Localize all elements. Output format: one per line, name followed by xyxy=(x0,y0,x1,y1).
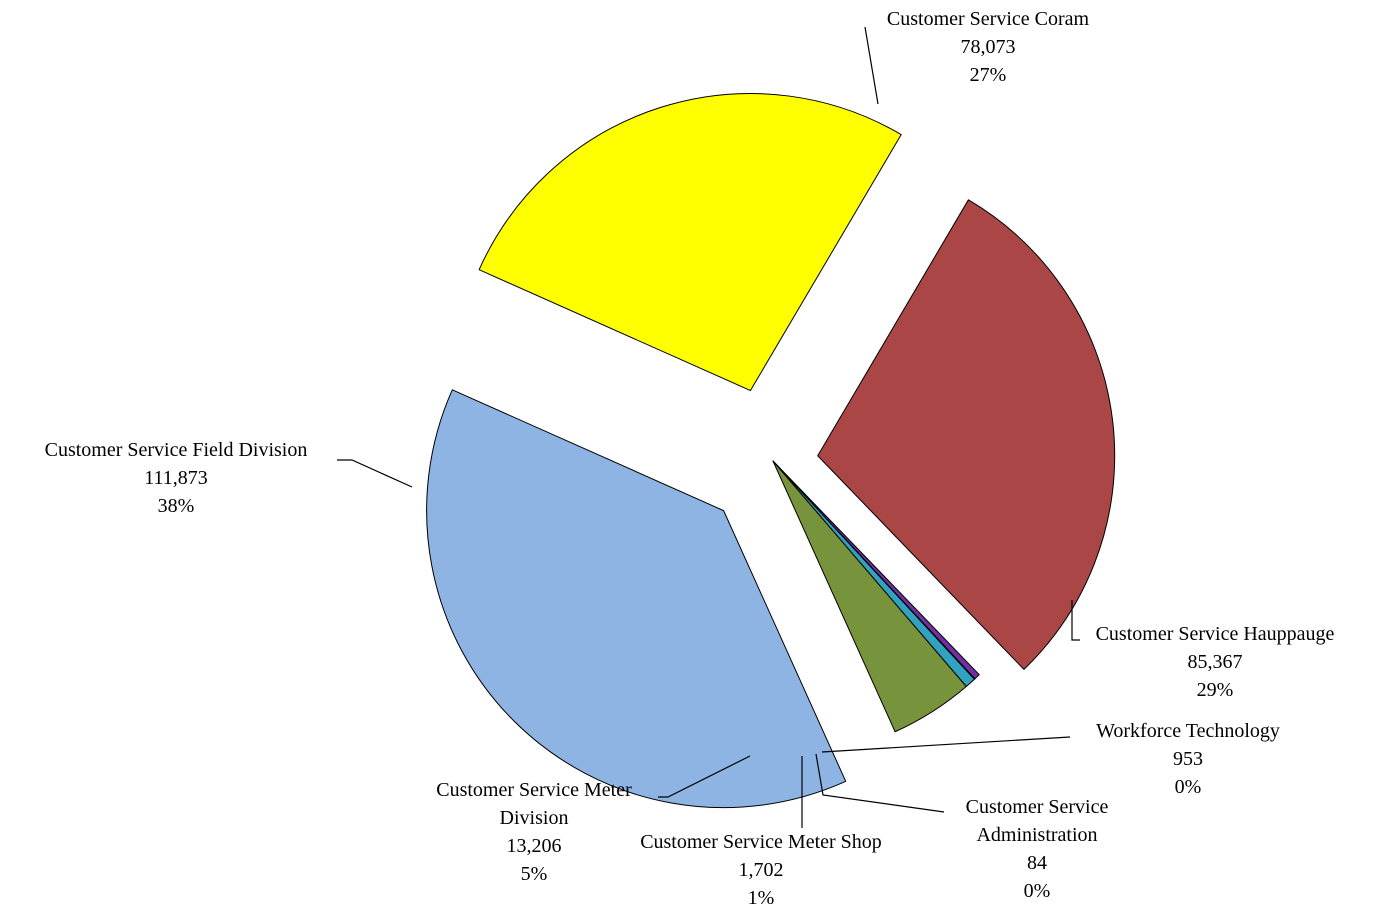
label-value-workforce-technology: 953 xyxy=(1173,748,1203,770)
label-name-customer-service-administration: Customer Service xyxy=(966,796,1109,818)
leader-line-hauppauge xyxy=(1071,600,1080,641)
pie-slices xyxy=(426,93,1116,809)
label-value-customer-service-coram: 78,073 xyxy=(961,36,1016,58)
label-value-customer-service-hauppauge: 85,367 xyxy=(1188,651,1243,673)
data-label-customer-service-field-division: Customer Service Field Division 111,873 38… xyxy=(45,439,308,517)
label-name-customer-service-coram: Customer Service Coram xyxy=(887,8,1090,30)
label-percent-customer-service-meter-division: 5% xyxy=(521,863,548,885)
label-value-customer-service-meter-division: 13,206 xyxy=(507,835,562,857)
leader-line-meter-division xyxy=(658,755,751,798)
label-percent-customer-service-field-division: 38% xyxy=(158,495,195,517)
data-labels: Customer Service Coram78,07327%Customer … xyxy=(45,8,1335,908)
leader-line-administration xyxy=(815,753,945,813)
data-label-workforce-technology: Workforce Technology 953 0% xyxy=(1096,720,1280,798)
label-name-customer-service-meter-shop: Customer Service Meter Shop xyxy=(640,831,882,853)
label-percent-customer-service-meter-shop: 1% xyxy=(748,887,775,908)
label-name-customer-service-hauppauge: Customer Service Hauppauge xyxy=(1096,623,1335,645)
label-name-customer-service-meter-division: Customer Service Meter xyxy=(436,779,632,801)
label-value-customer-service-meter-shop: 1,702 xyxy=(739,859,784,881)
data-label-customer-service-meter-shop: Customer Service Meter Shop 1,702 1% xyxy=(640,831,882,908)
label-name-customer-service-meter-division: Division xyxy=(500,807,569,829)
label-percent-customer-service-hauppauge: 29% xyxy=(1197,679,1234,701)
label-name-customer-service-administration: Administration xyxy=(976,824,1097,846)
pie-slice-customer-service-hauppauge xyxy=(817,199,1116,670)
data-label-customer-service-meter-division: Customer Service Meter Division 13,206 5% xyxy=(436,779,632,885)
pie-slice-customer-service-meter-division xyxy=(772,460,967,733)
label-name-customer-service-field-division: Customer Service Field Division xyxy=(45,439,308,461)
data-label-customer-service-administration: Customer Service Administration 84 0% xyxy=(966,796,1109,902)
data-label-customer-service-hauppauge: Customer Service Hauppauge 85,367 29% xyxy=(1096,623,1335,701)
label-name-workforce-technology: Workforce Technology xyxy=(1096,720,1280,742)
pie-slice-customer-service-coram xyxy=(478,93,902,392)
label-value-customer-service-administration: 84 xyxy=(1027,852,1047,874)
data-label-customer-service-coram: Customer Service Coram 78,073 27% xyxy=(887,8,1090,86)
leader-lines xyxy=(337,26,1080,828)
label-percent-customer-service-administration: 0% xyxy=(1024,880,1051,902)
leader-line-field-division xyxy=(337,459,413,488)
leader-line-workforce-technology xyxy=(821,736,1071,753)
label-percent-customer-service-coram: 27% xyxy=(970,64,1007,86)
leader-line-coram xyxy=(864,26,879,105)
label-percent-workforce-technology: 0% xyxy=(1175,776,1202,798)
pie-slice-customer-service-field-division xyxy=(426,389,847,809)
label-value-customer-service-field-division: 111,873 xyxy=(144,467,208,489)
